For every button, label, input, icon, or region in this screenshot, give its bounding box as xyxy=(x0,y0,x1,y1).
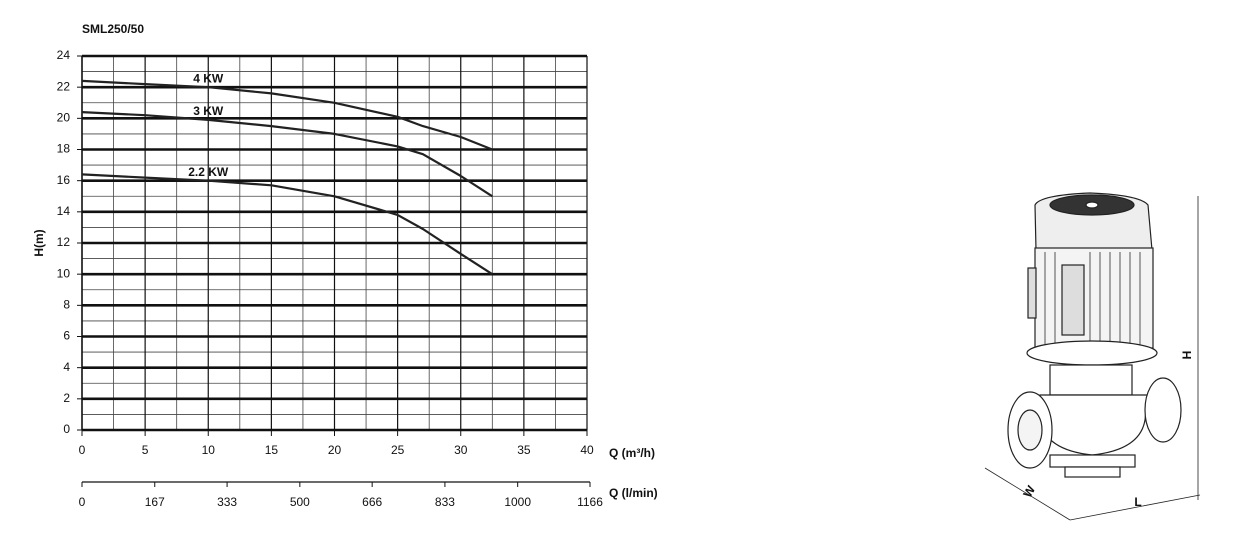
y-tick-label: 6 xyxy=(63,329,70,343)
y-tick-label: 10 xyxy=(57,266,71,280)
height-label: H xyxy=(1180,351,1194,360)
y-axis-label: H(m) xyxy=(32,229,46,256)
x2-tick-label: 833 xyxy=(435,495,455,509)
y-tick-label: 8 xyxy=(63,298,70,312)
x-tick-label: 5 xyxy=(142,443,149,457)
y-tick-label: 22 xyxy=(57,79,71,93)
x2-tick-label: 1166 xyxy=(577,495,603,509)
width-label: W xyxy=(1020,483,1038,500)
y-tick-label: 24 xyxy=(57,48,71,62)
x2-tick-label: 1000 xyxy=(504,495,531,509)
y-tick-label: 16 xyxy=(57,173,71,187)
y-tick-label: 12 xyxy=(57,235,71,249)
y-tick-label: 18 xyxy=(57,142,71,156)
series-label: 4 KW xyxy=(193,71,224,85)
y-tick-label: 14 xyxy=(57,204,71,218)
length-label: L xyxy=(1134,495,1141,509)
x-tick-label: 30 xyxy=(454,443,468,457)
y-tick-label: 2 xyxy=(63,391,70,405)
x-tick-label: 40 xyxy=(580,443,594,457)
y-tick-label: 0 xyxy=(63,422,70,436)
chart-title: SML250/50 xyxy=(82,22,144,36)
series-label: 3 KW xyxy=(193,104,224,118)
x2-tick-label: 500 xyxy=(290,495,310,509)
x2-tick-label: 666 xyxy=(362,495,382,509)
x-tick-label: 25 xyxy=(391,443,405,457)
x-tick-label: 20 xyxy=(328,443,342,457)
x-axis-label: Q (m³/h) xyxy=(609,446,655,460)
x-tick-label: 15 xyxy=(265,443,279,457)
x2-tick-label: 333 xyxy=(217,495,237,509)
y-tick-label: 20 xyxy=(57,111,71,125)
pump-drawing xyxy=(984,192,1201,521)
x-tick-label: 10 xyxy=(202,443,216,457)
series-line xyxy=(81,173,493,276)
x2-axis-label: Q (l/min) xyxy=(609,486,658,500)
series-line xyxy=(81,111,493,198)
x2-tick-label: 0 xyxy=(79,495,86,509)
x2-tick-label: 167 xyxy=(145,495,165,509)
series-label: 2.2 KW xyxy=(188,165,229,179)
series-line xyxy=(81,79,493,151)
x-tick-label: 0 xyxy=(79,443,86,457)
x-tick-label: 35 xyxy=(517,443,531,457)
y-tick-label: 4 xyxy=(63,360,70,374)
